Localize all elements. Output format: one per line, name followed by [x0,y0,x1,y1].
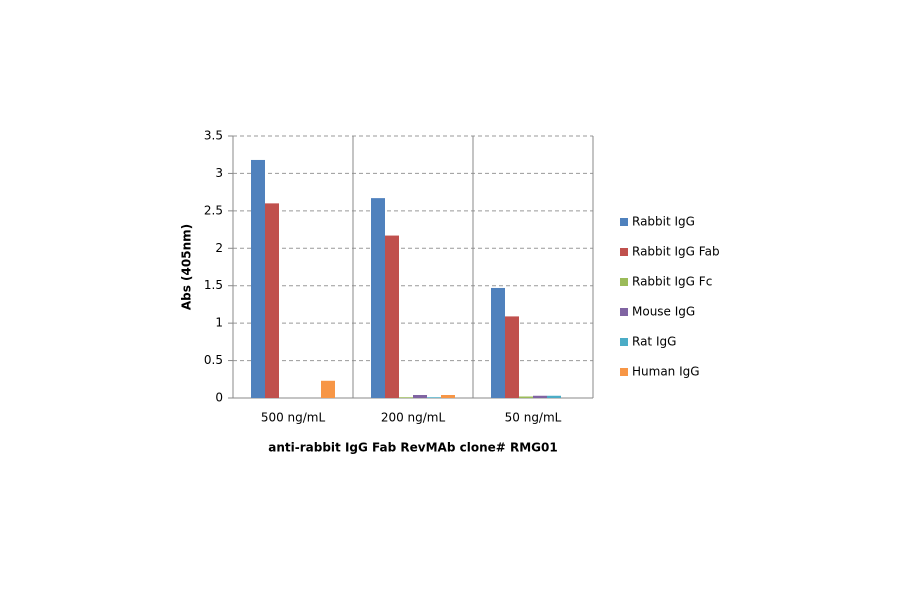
y-tick-label: 3 [215,166,223,180]
y-tick-label: 0 [215,391,223,405]
legend-swatch [620,278,628,286]
x-tick-label: 200 ng/mL [381,411,446,425]
bar [371,198,385,398]
legend-label: Mouse IgG [632,305,695,319]
bar [321,380,335,398]
y-tick-label: 0.5 [204,353,223,367]
legend-swatch [620,368,628,376]
bar [399,397,413,398]
legend-label: Rabbit IgG [632,215,695,229]
x-tick-label: 500 ng/mL [261,411,326,425]
bar [427,397,441,398]
legend-swatch [620,218,628,226]
legend-label: Rabbit IgG Fc [632,275,712,289]
bar [533,395,547,398]
bar [547,395,561,398]
y-tick-label: 1 [215,316,223,330]
bar [505,316,519,398]
y-tick-label: 2.5 [204,203,223,217]
y-axis-title: Abs (405nm) [180,224,194,310]
y-tick-label: 2 [215,241,223,255]
bar [385,235,399,398]
bar [413,395,427,398]
y-tick-label: 3.5 [204,129,223,143]
x-axis-title: anti-rabbit IgG Fab RevMAb clone# RMG01 [268,441,557,455]
legend-swatch [620,248,628,256]
bar [251,159,265,398]
bar [441,395,455,398]
bar [265,203,279,398]
x-tick-label: 50 ng/mL [505,411,562,425]
legend-label: Rabbit IgG Fab [632,245,720,259]
y-tick-label: 1.5 [204,278,223,292]
legend-swatch [620,308,628,316]
bar [519,396,533,398]
legend-label: Human IgG [632,365,700,379]
legend-label: Rat IgG [632,335,676,349]
bar [491,287,505,398]
legend-swatch [620,338,628,346]
